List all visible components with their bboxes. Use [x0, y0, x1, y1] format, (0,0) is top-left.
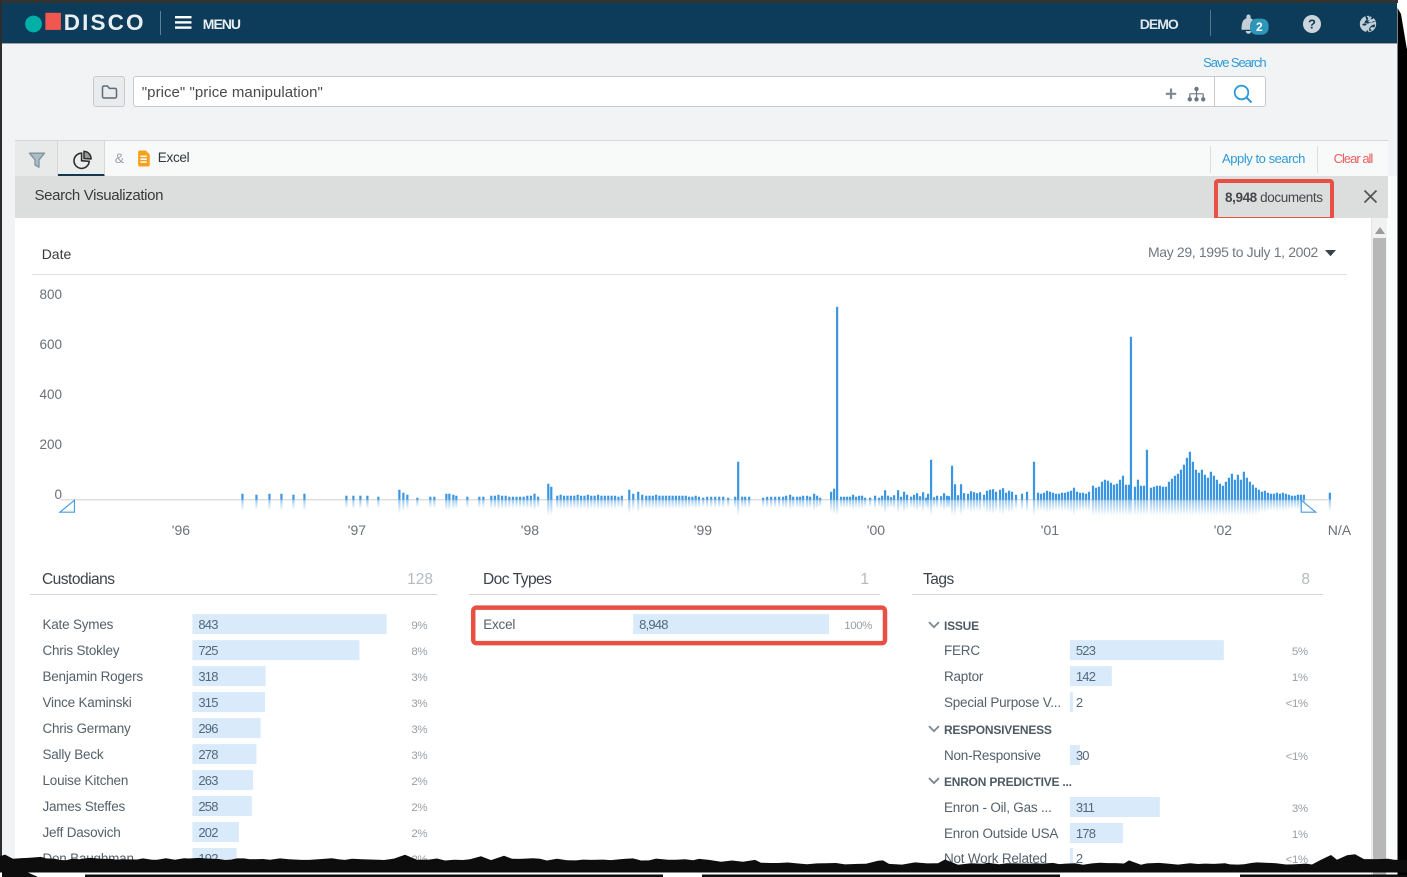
svg-text:FERC: FERC: [944, 643, 980, 658]
svg-text:278: 278: [198, 747, 218, 762]
svg-text:318: 318: [198, 669, 218, 684]
svg-text:Special Purpose V...: Special Purpose V...: [944, 695, 1061, 710]
svg-text:178: 178: [1076, 826, 1096, 841]
svg-text:Enron Outside USA: Enron Outside USA: [944, 826, 1058, 841]
svg-text:Non-Responsive: Non-Responsive: [944, 748, 1041, 763]
svg-text:3%: 3%: [1292, 803, 1308, 815]
svg-text:Jeff Dasovich: Jeff Dasovich: [42, 825, 120, 840]
svg-text:ENRON PREDICTIVE ...: ENRON PREDICTIVE ...: [944, 775, 1072, 789]
svg-text:2%: 2%: [411, 802, 427, 814]
svg-text:263: 263: [198, 773, 218, 788]
svg-text:523: 523: [1076, 643, 1096, 658]
svg-text:3%: 3%: [411, 698, 427, 710]
svg-text:Enron - Oil, Gas ...: Enron - Oil, Gas ...: [944, 800, 1052, 815]
svg-text:Raptor: Raptor: [944, 669, 984, 684]
svg-text:2: 2: [1256, 20, 1263, 34]
svg-text:725: 725: [198, 643, 218, 658]
svg-text:2: 2: [1076, 695, 1083, 710]
svg-text:9%: 9%: [411, 620, 427, 632]
svg-text:<1%: <1%: [1285, 751, 1307, 763]
svg-text:2%: 2%: [411, 854, 427, 866]
svg-text:<1%: <1%: [1285, 698, 1307, 710]
svg-text:843: 843: [198, 617, 218, 632]
svg-text:3%: 3%: [411, 750, 427, 762]
svg-text:258: 258: [198, 799, 218, 814]
svg-text:296: 296: [198, 721, 218, 736]
svg-text:Benjamin Rogers: Benjamin Rogers: [42, 669, 143, 684]
svg-text:1%: 1%: [1292, 829, 1308, 841]
svg-text:Vince Kaminski: Vince Kaminski: [42, 695, 131, 710]
svg-text:202: 202: [198, 825, 218, 840]
svg-text:ISSUE: ISSUE: [944, 619, 979, 633]
svg-text:100%: 100%: [844, 620, 872, 632]
svg-text:2: 2: [1076, 851, 1083, 866]
svg-text:Chris Stokley: Chris Stokley: [42, 643, 119, 658]
svg-text:Not Work Related: Not Work Related: [944, 851, 1047, 866]
svg-text:Louise Kitchen: Louise Kitchen: [42, 773, 128, 788]
svg-text:Kate Symes: Kate Symes: [42, 617, 113, 632]
svg-text:?: ?: [1308, 16, 1316, 31]
svg-text:2%: 2%: [411, 828, 427, 840]
svg-text:30: 30: [1076, 748, 1089, 763]
svg-text:5%: 5%: [1292, 646, 1308, 658]
svg-text:315: 315: [198, 695, 218, 710]
svg-text:Sally Beck: Sally Beck: [42, 747, 103, 762]
svg-text:142: 142: [1076, 669, 1096, 684]
svg-text:James Steffes: James Steffes: [42, 799, 125, 814]
svg-text:311: 311: [1076, 800, 1095, 815]
svg-text:3%: 3%: [411, 724, 427, 736]
svg-text:<1%: <1%: [1285, 854, 1307, 866]
svg-text:Excel: Excel: [483, 617, 515, 632]
svg-text:8,948: 8,948: [639, 617, 668, 632]
svg-text:Chris Germany: Chris Germany: [42, 721, 131, 736]
svg-text:8%: 8%: [411, 646, 427, 658]
svg-text:3%: 3%: [411, 672, 427, 684]
svg-text:RESPONSIVENESS: RESPONSIVENESS: [944, 723, 1052, 737]
svg-text:2%: 2%: [411, 776, 427, 788]
svg-text:1%: 1%: [1292, 672, 1308, 684]
